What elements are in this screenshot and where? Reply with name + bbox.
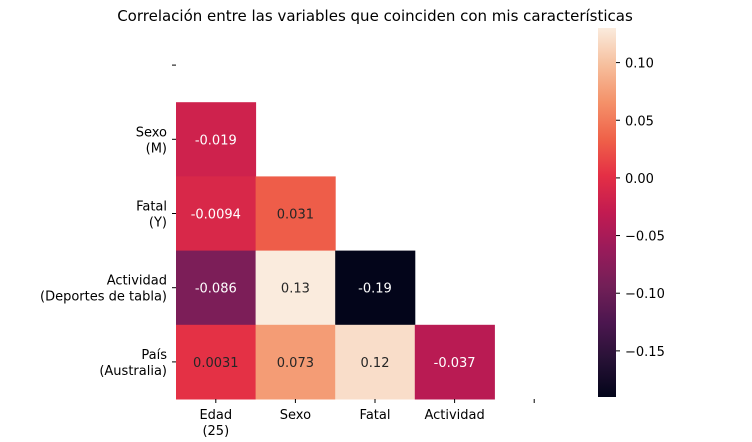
cell-value-label: 0.031: [277, 208, 314, 223]
cell-value-label: -0.19: [358, 282, 392, 297]
colorbar-tick-label: −0.10: [625, 287, 665, 302]
heatmap-cell: [255, 176, 336, 252]
y-tick-label: (Deportes de tabla): [40, 290, 167, 305]
y-tick-label: (Y): [149, 216, 167, 231]
colorbar-tick-label: −0.15: [625, 345, 665, 360]
y-axis: Sexo(M) Fatal(Y) Actividad(Deportes de tab…: [40, 64, 176, 379]
colorbar-gradient: [598, 28, 616, 397]
heatmap-cell: [176, 250, 257, 326]
x-tick-label: Fatal: [360, 408, 391, 423]
y-tick-label: Actividad: [107, 274, 167, 289]
chart-title: Correlación entre las variables que coin…: [117, 7, 633, 25]
y-tick-label: Sexo: [136, 125, 167, 140]
heatmap-cell: [335, 324, 416, 400]
y-tick-label: Fatal: [136, 200, 167, 215]
y-tick-label: País: [141, 348, 167, 363]
y-tick-label: (M): [146, 141, 167, 156]
heatmap-cell: [176, 324, 257, 400]
heatmap-cell: [176, 102, 257, 177]
heatmap-cell: [255, 324, 336, 400]
y-tick-label: (Australia): [99, 364, 167, 379]
x-tick-label: Actividad: [424, 408, 484, 423]
cell-value-label: 0.13: [281, 282, 310, 297]
cell-value-label: -0.037: [434, 356, 476, 371]
x-tick-label: Sexo: [280, 408, 311, 423]
colorbar-tick-label: −0.05: [625, 230, 665, 245]
cell-value-label: 0.12: [361, 356, 390, 371]
cell-value-label: -0.086: [195, 282, 237, 297]
cell-value-label: 0.073: [277, 356, 314, 371]
colorbar-tick-label: 0.10: [625, 57, 654, 72]
heatmap-cells: -0.019 -0.0094 0.031 -0.086 0.13 -0.19 0.0031 0…: [176, 102, 495, 400]
x-axis: Edad(25) Sexo Fatal Actividad: [199, 399, 535, 439]
colorbar-tick-label: 0.00: [625, 172, 654, 187]
colorbar: 0.10 0.05 0.00 −0.05 −0.10 −0.15: [598, 28, 665, 397]
cell-value-label: -0.0094: [191, 208, 241, 223]
cell-value-label: -0.019: [195, 133, 237, 148]
heatmap-cell: [335, 250, 416, 326]
cell-value-label: 0.0031: [193, 356, 239, 371]
heatmap-cell: [255, 250, 336, 326]
heatmap-cell: [176, 176, 257, 252]
x-tick-label: Edad: [199, 408, 232, 423]
x-tick-label: (25): [202, 424, 229, 439]
colorbar-tick-label: 0.05: [625, 114, 654, 129]
heatmap-cell: [414, 324, 495, 400]
